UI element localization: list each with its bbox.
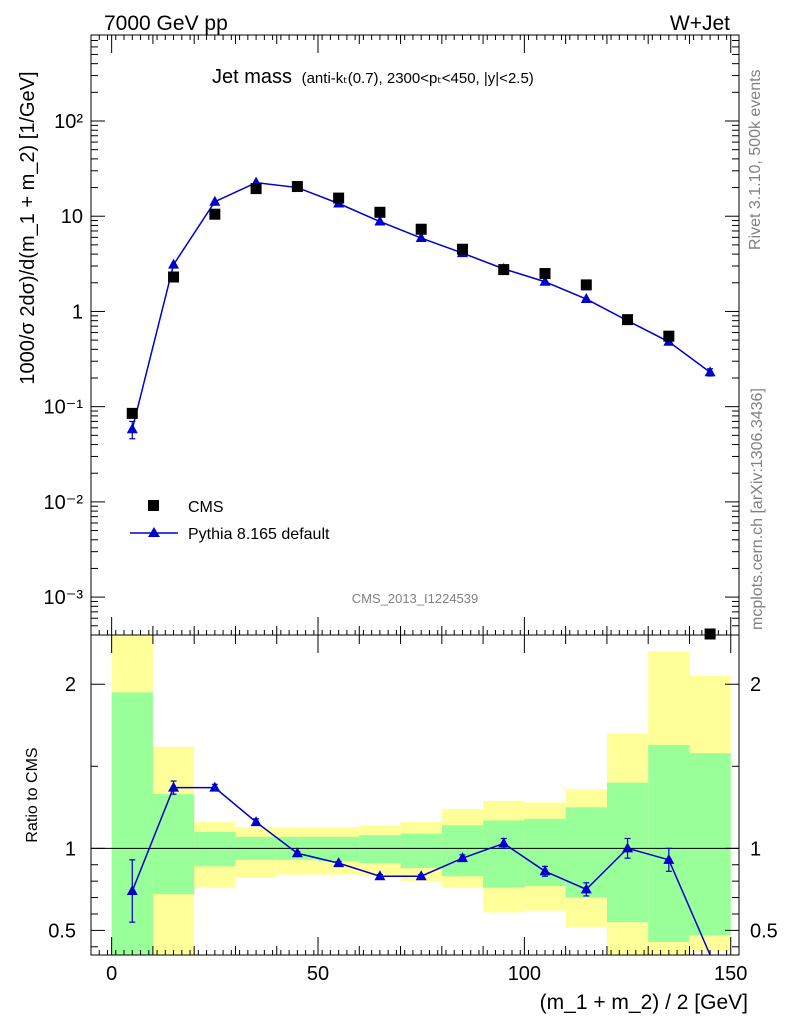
x-axis-label: (m_1 + m_2) / 2 [GeV]: [540, 991, 748, 1014]
ratio-green-band-bin: [359, 835, 401, 864]
ratio-y-tick-label-right: 0.5: [750, 920, 778, 942]
x-tick-label: 0: [106, 963, 117, 985]
ratio-y-tick-label-left: 2: [65, 674, 76, 696]
ratio-y-tick-label-right: 1: [750, 838, 761, 860]
cms-point: [374, 206, 386, 218]
pythia-point: [374, 215, 386, 226]
ratio-green-band-bin: [441, 825, 484, 877]
ratio-y-tick-label-left: 0.5: [48, 920, 76, 942]
x-tick-label: 50: [307, 963, 329, 985]
ratio-point: [374, 870, 386, 881]
legend: CMS Pythia 8.165 default: [130, 499, 330, 543]
plot-title: Jet mass (anti-kₜ(0.7), 2300<pₜ<450, |y|…: [212, 66, 534, 88]
pythia-point: [126, 423, 138, 434]
pythia-point: [209, 195, 221, 206]
cms-point: [622, 314, 634, 326]
main-panel: 10⁻³ 10⁻² 10⁻¹ 1 10 10² Jet mass (anti-kₜ(0.7…: [17, 34, 740, 640]
legend-cms-label: CMS: [188, 499, 224, 516]
ratio-point: [250, 816, 262, 827]
cms-point: [333, 192, 345, 204]
header-right: W+Jet: [670, 12, 730, 35]
main-y-tick-labels: 10⁻³ 10⁻² 10⁻¹ 1 10 10²: [44, 111, 84, 609]
cms-point: [250, 183, 262, 195]
ratio-ticks: [90, 635, 739, 955]
header-left: 7000 GeV pp: [104, 12, 228, 35]
cms-point: [168, 271, 180, 283]
title-detail: (anti-kₜ(0.7), 2300<pₜ<450, |y|<2.5): [302, 70, 534, 87]
main-y-axis-label: 1000/σ 2dσ)/d(m_1 + m_2) [1/GeV]: [17, 71, 39, 384]
cms-point: [456, 243, 468, 255]
main-y-tick-label: 10⁻³: [44, 587, 84, 609]
ratio-point: [291, 847, 303, 858]
ratio-point: [126, 885, 138, 895]
ratio-green-band-bin: [152, 794, 195, 895]
cms-point: [415, 223, 427, 235]
ratio-green-band-bin: [689, 753, 731, 936]
main-ticks: [90, 34, 739, 636]
main-y-tick-label: 10: [61, 206, 83, 228]
ratio-y-axis-label: Ratio to CMS: [24, 747, 41, 842]
x-tick-label: 150: [714, 963, 747, 985]
main-y-tick-label: 10⁻¹: [44, 397, 84, 419]
ratio-green-band-bin: [194, 831, 236, 867]
main-plot-content: [126, 176, 716, 640]
legend-cms-marker: [148, 500, 159, 511]
ratio-point: [209, 781, 221, 792]
pythia-point: [168, 258, 180, 269]
main-y-tick-label: 1: [72, 301, 83, 323]
ratio-point: [168, 781, 180, 792]
x-tick-label: 100: [508, 963, 541, 985]
ratio-y-tick-labels: 0.5 0.5 1 1 2 2: [48, 674, 778, 942]
mcplots-info: mcplots.cern.ch [arXiv:1306.3436]: [749, 388, 766, 630]
cms-point: [663, 330, 675, 342]
pythia-point: [539, 275, 551, 286]
ratio-point: [415, 870, 427, 881]
title-main: Jet mass: [212, 66, 292, 88]
cms-point: [126, 407, 138, 419]
ratio-point: [498, 837, 510, 848]
cms-point: [580, 279, 592, 291]
cms-point: [539, 268, 551, 280]
ratio-y-tick-label-left: 1: [65, 838, 76, 860]
pythia-point: [704, 366, 716, 377]
ratio-point: [539, 865, 551, 876]
cms-point: [498, 264, 510, 276]
ratio-y-tick-label-right: 2: [750, 674, 761, 696]
ratio-panel: 0.5 0.5 1 1 2 2 0 50 100 150 Ratio to CMS (m_1 +…: [24, 634, 778, 1014]
ratio-green-band-bin: [483, 820, 525, 888]
ratio-green-band-bin: [648, 744, 690, 942]
main-y-tick-label: 10⁻²: [44, 492, 84, 514]
main-frame: [90, 34, 740, 636]
ratio-plot-content: [126, 780, 711, 956]
ratio-frame: [90, 634, 740, 956]
ratio-bands: [111, 635, 731, 955]
pythia-point: [415, 232, 427, 243]
cms-point: [291, 181, 303, 193]
main-y-tick-label: 10²: [54, 111, 83, 133]
ratio-point: [622, 842, 634, 853]
rivet-info: Rivet 3.1.10, 500k events: [747, 69, 764, 250]
ratio-point: [333, 857, 345, 868]
ratio-point: [456, 852, 468, 863]
pythia-point: [580, 293, 592, 304]
analysis-label: CMS_2013_I1224539: [352, 591, 479, 606]
ratio-point: [580, 883, 592, 894]
legend-pythia-marker: [148, 527, 160, 537]
legend-pythia-label: Pythia 8.165 default: [188, 526, 330, 543]
x-tick-labels: 0 50 100 150: [106, 963, 747, 985]
ratio-green-band-bin: [400, 833, 442, 869]
cms-point: [209, 208, 221, 220]
ratio-point: [663, 853, 675, 864]
